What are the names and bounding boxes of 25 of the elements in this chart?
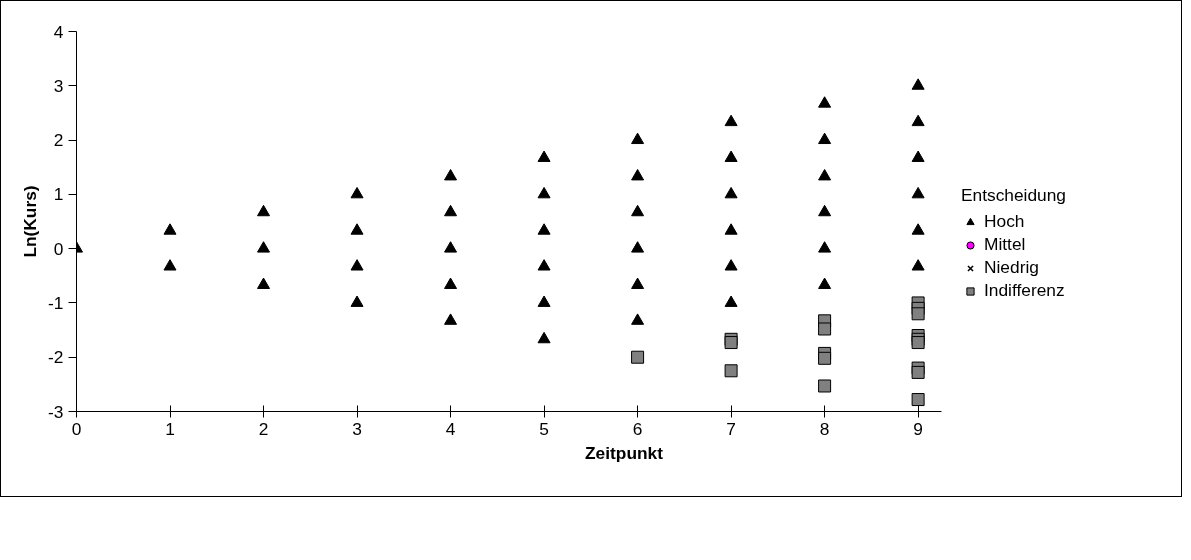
x-tick-label: 6 xyxy=(632,418,643,439)
y-tick-label: 1 xyxy=(53,184,64,205)
legend-label: Indifferenz xyxy=(984,280,1065,301)
x-tick-label: 2 xyxy=(258,418,269,439)
y-tick-label: -3 xyxy=(48,401,64,422)
x-tick-label: 1 xyxy=(165,418,175,439)
legend-label: Hoch xyxy=(984,211,1025,232)
y-tick-label: 2 xyxy=(53,130,64,151)
x-tick-label: 4 xyxy=(445,418,456,439)
y-axis-title: Ln(Kurs) xyxy=(20,185,41,258)
y-tick-label: 3 xyxy=(53,75,64,96)
y-tick-label: -2 xyxy=(48,347,64,368)
x-tick-label: 0 xyxy=(71,418,82,439)
legend-label: Niedrig xyxy=(984,257,1039,278)
legend-label: Mittel xyxy=(984,234,1026,255)
x-axis-title: Zeitpunkt xyxy=(585,442,664,463)
x-tick-label: 8 xyxy=(819,418,830,439)
y-tick-label: 0 xyxy=(53,238,64,259)
x-tick-label: 5 xyxy=(539,418,549,439)
x-tick-label: 3 xyxy=(352,418,362,439)
legend-title: Entscheidung xyxy=(961,185,1067,206)
x-tick-label: 7 xyxy=(726,418,736,439)
y-tick-label: -1 xyxy=(48,292,64,313)
x-tick-label: 9 xyxy=(913,418,923,439)
y-tick-label: 4 xyxy=(53,21,64,42)
